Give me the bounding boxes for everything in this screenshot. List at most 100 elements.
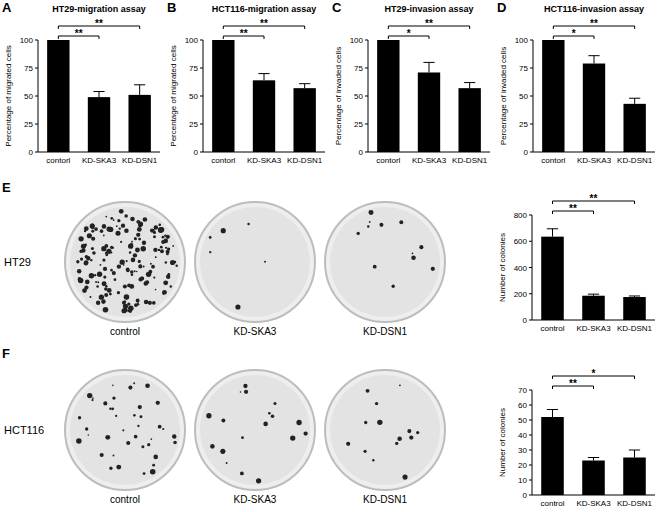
colony — [78, 277, 82, 281]
colony — [128, 244, 133, 249]
y-tick — [529, 390, 532, 391]
colony — [82, 288, 87, 293]
colony — [138, 405, 142, 409]
colony — [153, 231, 156, 234]
error-stem — [264, 74, 265, 81]
chart-title: HT29-invasion assay — [384, 4, 473, 14]
plate-inner — [200, 375, 310, 485]
colony — [115, 415, 117, 417]
bar — [88, 97, 110, 152]
colony — [158, 227, 164, 233]
error-bar — [548, 40, 559, 41]
y-tick-label: 800 — [514, 211, 528, 220]
colony — [162, 428, 164, 430]
colony — [167, 273, 170, 276]
plate — [195, 370, 315, 490]
colony — [379, 223, 383, 227]
y-tick-label: 50 — [354, 92, 363, 101]
colony — [263, 422, 268, 427]
colony — [131, 258, 136, 263]
x-tick-label: KD-SKA3 — [247, 156, 282, 165]
error-stem — [594, 56, 595, 64]
colony — [145, 383, 150, 388]
bar — [47, 40, 69, 152]
significance-label: ** — [569, 378, 577, 389]
error-stem — [634, 98, 635, 104]
colony — [130, 270, 134, 274]
significance-label: ** — [240, 28, 248, 39]
colony — [103, 307, 109, 313]
colony — [130, 217, 135, 222]
colony — [412, 252, 414, 254]
colony — [79, 249, 83, 253]
colony — [105, 216, 107, 218]
colony — [136, 299, 140, 303]
colony — [240, 391, 242, 393]
colony — [78, 278, 83, 283]
colony — [87, 434, 89, 436]
y-tick-label: 50 — [518, 416, 527, 425]
y-tick-label: 50 — [189, 92, 198, 101]
colony — [94, 274, 96, 276]
colony — [151, 265, 155, 269]
colony — [85, 427, 88, 430]
colony — [170, 285, 172, 287]
colony — [105, 435, 110, 440]
y-axis-label: Percentage of migrated cells — [169, 45, 178, 146]
y-tick — [200, 124, 203, 125]
colony — [137, 425, 139, 427]
marks — [47, 40, 151, 152]
significance-label: ** — [569, 203, 577, 214]
colony — [210, 444, 215, 449]
colony — [137, 303, 140, 306]
panel-letter: B — [167, 0, 176, 15]
colony — [172, 245, 174, 247]
bar — [541, 417, 564, 495]
error-bar — [258, 74, 269, 81]
colony — [112, 385, 114, 387]
colony — [133, 382, 135, 384]
colony — [372, 459, 374, 461]
colony — [126, 268, 130, 272]
colony — [121, 308, 126, 313]
colony — [122, 301, 126, 305]
y-tick-label: 0 — [523, 316, 528, 325]
colony — [124, 214, 128, 218]
colony — [148, 301, 152, 305]
bar — [418, 72, 440, 152]
y-axis-label: Percentage of migrated cells — [4, 45, 13, 146]
colony — [76, 438, 82, 444]
error-cap — [629, 98, 640, 99]
colony — [158, 227, 164, 233]
colony — [264, 261, 266, 263]
y-tick-label: 75 — [519, 64, 528, 73]
colony — [104, 293, 108, 297]
y-axis-label: Percentage of invaded cells — [499, 47, 508, 145]
colony — [152, 464, 155, 467]
error-cap — [547, 409, 558, 410]
significance-label: ** — [590, 18, 598, 29]
colony — [126, 260, 128, 262]
colony — [91, 237, 95, 241]
colony — [153, 235, 156, 238]
colony — [134, 270, 136, 272]
colony — [76, 260, 79, 263]
chart-title: HT29-migration assay — [52, 4, 146, 14]
colony — [226, 462, 228, 464]
bar — [623, 104, 645, 152]
error-bar — [588, 458, 599, 461]
bar — [253, 80, 275, 152]
colony — [153, 229, 155, 231]
cell-line-label: HCT116 — [4, 424, 44, 436]
colony — [115, 231, 120, 236]
y-tick — [35, 96, 38, 97]
colony — [411, 255, 416, 260]
y-tick-label: 0 — [29, 148, 34, 157]
y-tick — [529, 450, 532, 451]
bar — [293, 88, 315, 152]
colony — [100, 264, 102, 266]
error-bar — [134, 85, 145, 95]
plate — [195, 202, 315, 322]
error-stem — [469, 83, 470, 89]
colony — [141, 246, 146, 251]
